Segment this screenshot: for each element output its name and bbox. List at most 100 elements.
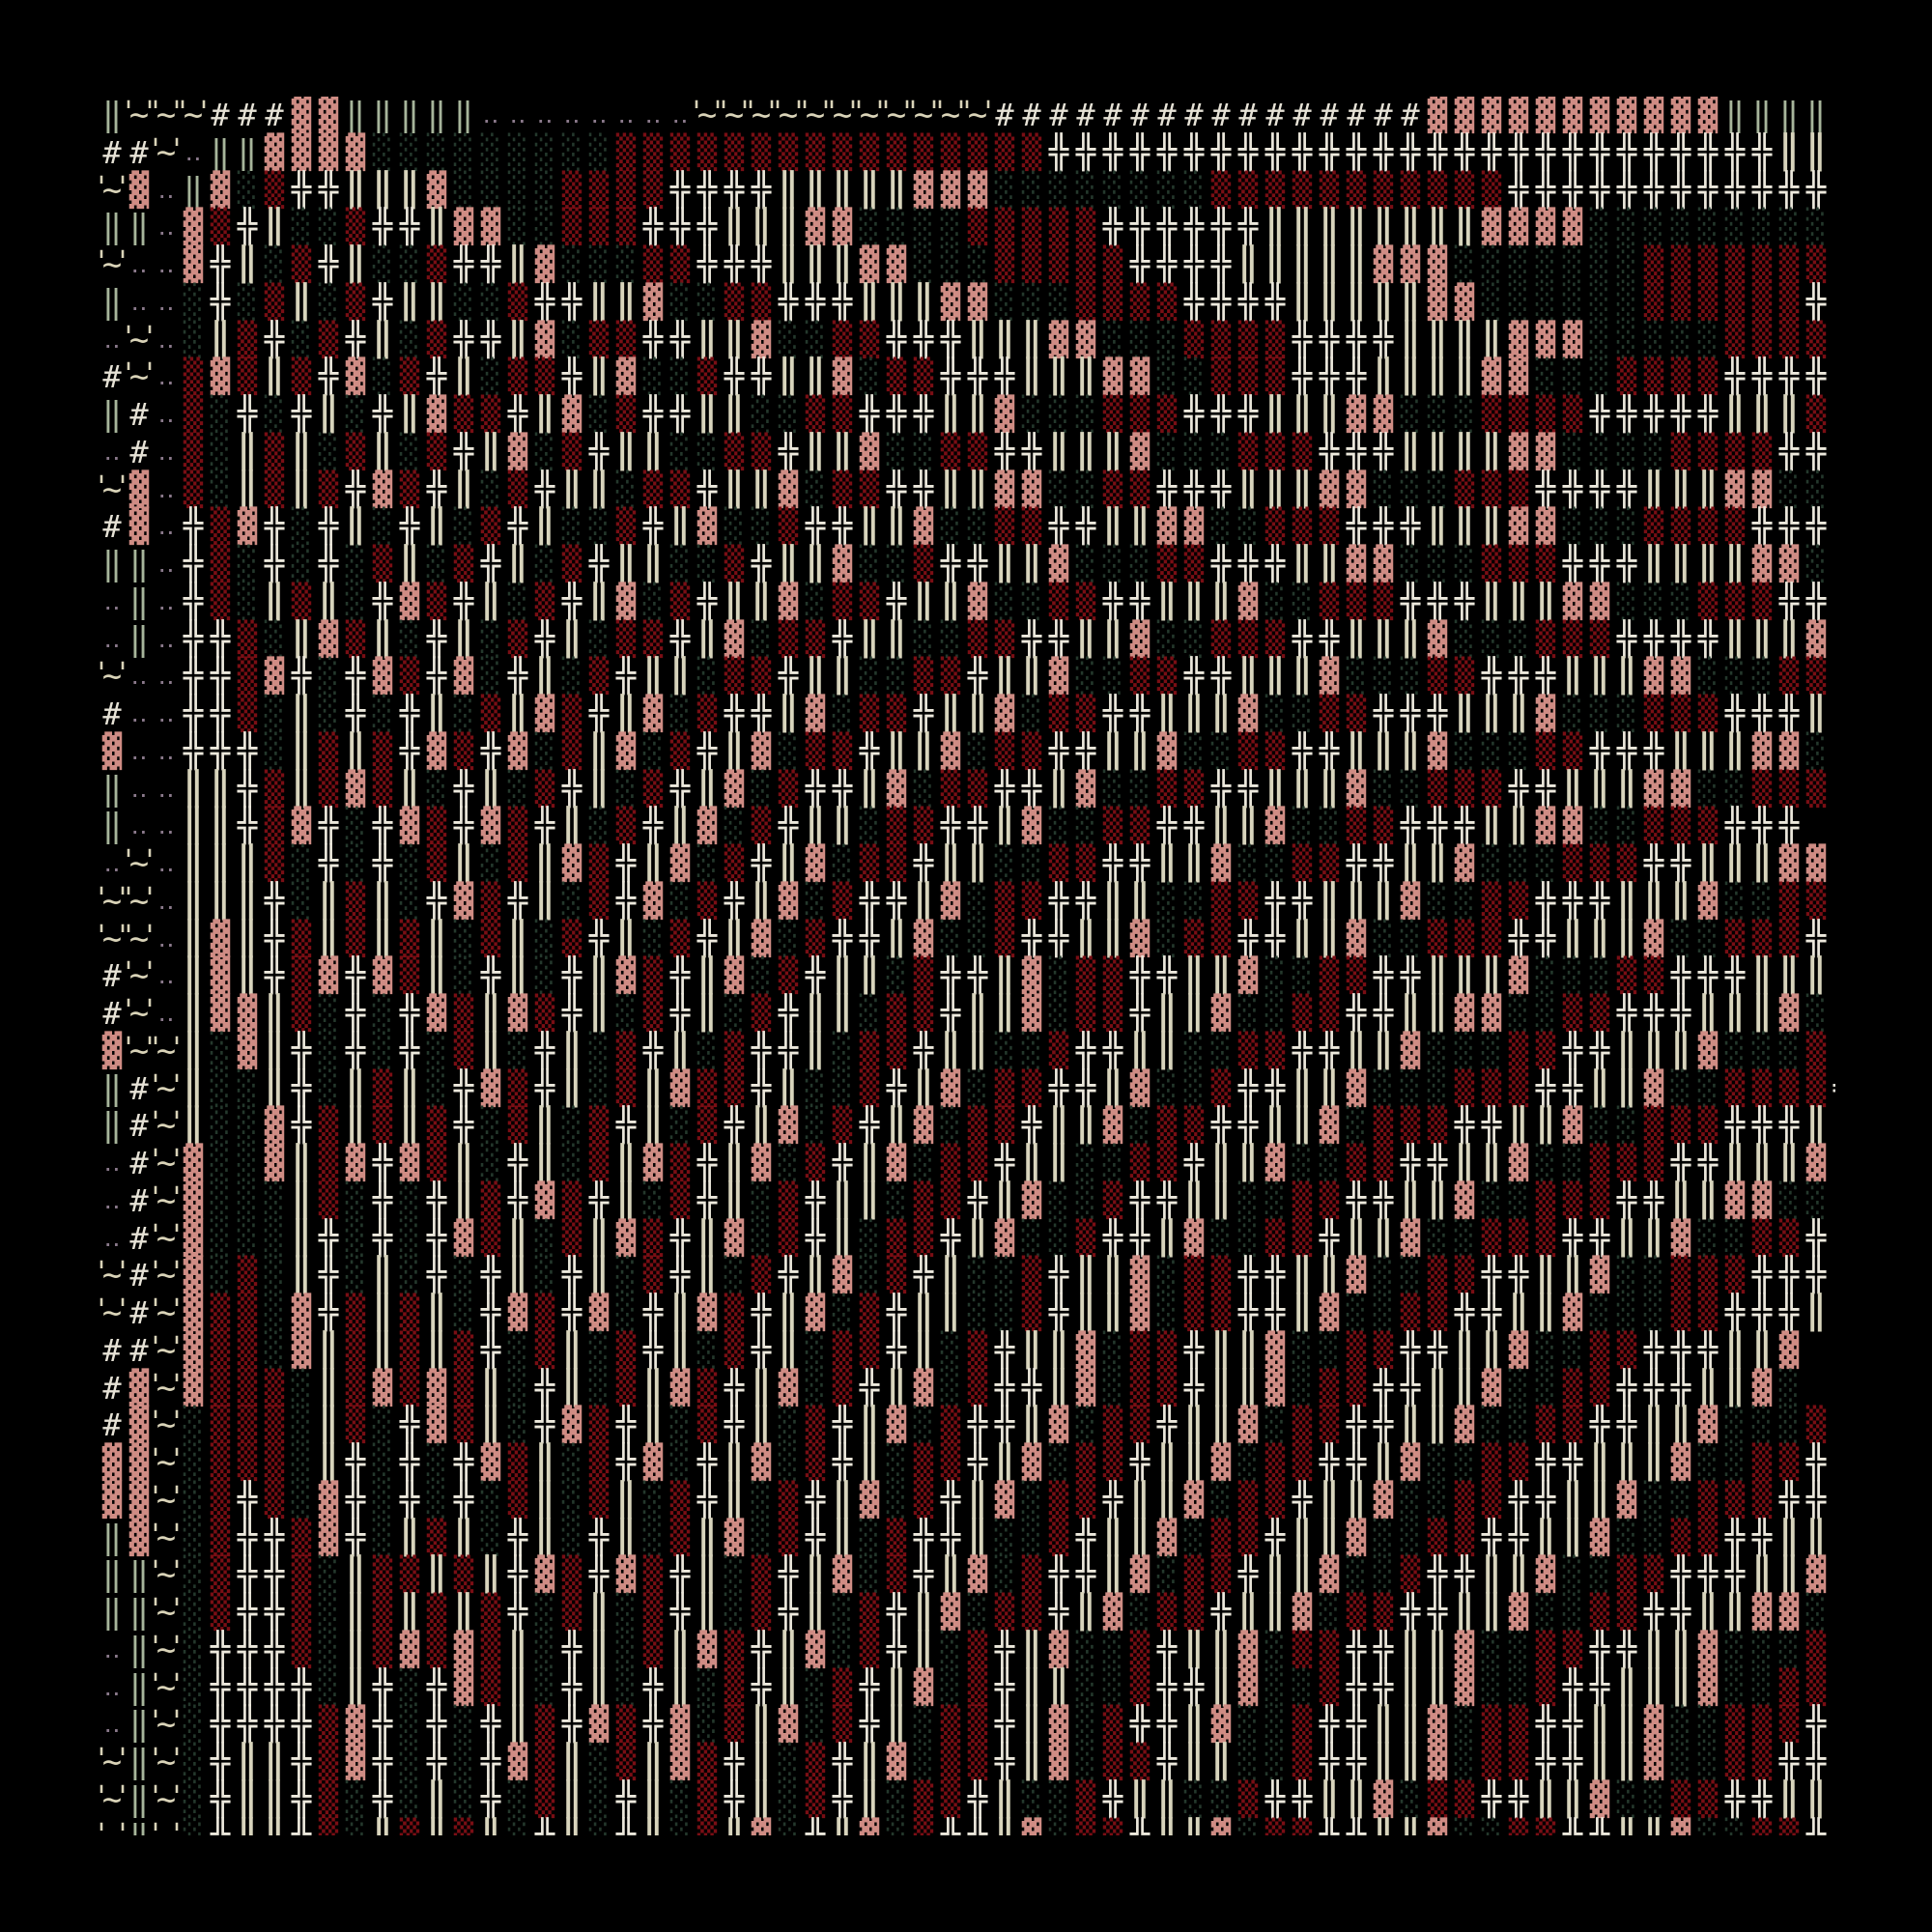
- double-vertical-glyph: ║: [1283, 470, 1322, 509]
- medium-shade-block: ▒: [1099, 995, 1126, 1033]
- double-cross-glyph: ╬: [423, 1257, 450, 1294]
- hash-glyph: #: [1397, 97, 1424, 134]
- medium-shade-block: ▒: [1424, 1257, 1451, 1294]
- double-cross-glyph: ╬: [1180, 283, 1208, 322]
- light-shade-block: ░: [883, 1780, 910, 1819]
- double-cross-glyph: ╬: [1803, 1706, 1830, 1744]
- medium-shade-block: ▒: [937, 658, 964, 696]
- dense-shade-block: ▓: [991, 1481, 1018, 1520]
- light-shade-block: ░: [1505, 845, 1532, 883]
- light-shade-block: ░: [234, 1181, 261, 1220]
- light-shade-block: ░: [180, 1594, 207, 1632]
- medium-shade-block: ▒: [721, 283, 748, 322]
- dense-shade-block: ▓: [1478, 1369, 1505, 1407]
- medium-shade-block: ▒: [315, 1181, 342, 1220]
- light-shade-block: ░: [1397, 1780, 1424, 1819]
- light-shade-block: ░: [1126, 321, 1153, 359]
- dense-shade-block: ▓: [1505, 957, 1532, 995]
- dense-shade-block: ▓: [883, 246, 910, 284]
- light-shade-block: ░: [748, 620, 775, 659]
- double-cross-glyph: ╬: [369, 1668, 396, 1707]
- medium-shade-block: ▒: [721, 658, 748, 696]
- medium-shade-block: ▒: [667, 920, 694, 958]
- double-cross-glyph: ╬: [721, 358, 748, 396]
- medium-shade-block: ▒: [531, 1294, 558, 1332]
- dense-shade-block: ▓: [99, 732, 126, 771]
- hash-glyph: #: [234, 97, 261, 134]
- dense-shade-block: ▓: [180, 1331, 207, 1370]
- medium-shade-block: ▒: [1505, 1818, 1532, 1835]
- light-shade-block: ░: [883, 433, 910, 471]
- light-shade-block: ░: [180, 1780, 207, 1819]
- double-cross-glyph: ╬: [910, 470, 937, 509]
- medium-shade-block: ▒: [1235, 1481, 1262, 1520]
- double-bar-glyph: ‖: [342, 97, 369, 134]
- medium-shade-block: ▒: [477, 1594, 504, 1632]
- double-cross-glyph: ╬: [207, 1706, 234, 1744]
- light-shade-block: ░: [1451, 732, 1478, 771]
- double-cross-glyph: ╬: [1803, 582, 1830, 621]
- light-shade-block: ░: [477, 1519, 504, 1557]
- medium-shade-block: ▒: [1180, 1257, 1208, 1294]
- light-shade-block: ░: [1505, 1631, 1532, 1669]
- light-shade-block: ░: [477, 133, 504, 172]
- dense-shade-block: ▓: [1478, 995, 1505, 1033]
- double-cross-glyph: ╬: [558, 1294, 585, 1332]
- medium-shade-block: ▒: [1803, 246, 1830, 284]
- light-shade-block: ░: [423, 546, 450, 583]
- tilde-glyph: ~: [99, 170, 131, 210]
- dense-shade-block: ▓: [775, 882, 802, 921]
- light-shade-block: ░: [1153, 1294, 1180, 1332]
- light-shade-block: ░: [1559, 508, 1586, 546]
- medium-shade-block: ▒: [1235, 358, 1262, 396]
- light-shade-block: ░: [667, 882, 694, 921]
- double-vertical-glyph: ║: [1472, 321, 1512, 359]
- medium-shade-block: ▒: [261, 1444, 288, 1482]
- medium-shade-block: ▒: [1208, 1556, 1235, 1594]
- medium-shade-block: ▒: [1126, 1744, 1153, 1781]
- tilde-glyph: ~: [120, 955, 158, 995]
- dense-shade-block: ▓: [1126, 1257, 1153, 1294]
- light-shade-block: ░: [883, 957, 910, 995]
- light-shade-block: ░: [261, 1294, 288, 1332]
- tilde-glyph: ~: [147, 1817, 185, 1835]
- ascii-row: ~~‥║▓║╬▒║▒║▒║░▒║░▒╬║░▒╬║▓░▒╬╬║▓░░▒╬╬║║▓░…: [99, 919, 1830, 958]
- light-shade-block: ░: [288, 845, 315, 883]
- dense-shade-block: ▓: [1748, 732, 1776, 771]
- light-shade-block: ░: [829, 1069, 856, 1108]
- medium-shade-block: ▒: [1532, 1668, 1559, 1707]
- medium-shade-block: ▒: [234, 1444, 261, 1482]
- medium-shade-block: ▒: [423, 1631, 450, 1669]
- light-shade-block: ░: [207, 1069, 234, 1108]
- double-cross-glyph: ╬: [1613, 133, 1640, 172]
- light-shade-block: ░: [1721, 658, 1748, 696]
- medium-shade-block: ▒: [748, 1556, 775, 1594]
- double-cross-glyph: ╬: [694, 209, 721, 246]
- light-shade-block: ░: [1343, 1294, 1370, 1332]
- medium-shade-block: ▒: [748, 995, 775, 1033]
- dense-shade-block: ▓: [1640, 1069, 1667, 1108]
- light-shade-block: ░: [450, 696, 477, 733]
- light-shade-block: ░: [396, 1706, 423, 1744]
- double-bar-glyph: ‖: [99, 283, 126, 322]
- light-shade-block: ░: [234, 546, 261, 583]
- double-cross-glyph: ╬: [1776, 1744, 1803, 1781]
- light-shade-block: ░: [1478, 845, 1505, 883]
- double-cross-glyph: ╬: [342, 957, 369, 995]
- double-bar-glyph: ‖: [99, 97, 126, 134]
- medium-shade-block: ▒: [234, 1406, 261, 1444]
- medium-shade-block: ▒: [1694, 1780, 1721, 1819]
- medium-shade-block: ▒: [1099, 1744, 1126, 1781]
- medium-shade-block: ▒: [829, 1668, 856, 1707]
- double-cross-glyph: ╬: [369, 283, 396, 322]
- double-cross-glyph: ╬: [1370, 133, 1397, 172]
- double-cross-glyph: ╬: [1478, 1257, 1505, 1294]
- dense-shade-block: ▓: [450, 1631, 477, 1669]
- hash-glyph: #: [1235, 97, 1262, 134]
- light-shade-block: ░: [1289, 1369, 1316, 1407]
- light-shade-block: ░: [721, 995, 748, 1033]
- medium-shade-block: ▒: [775, 1481, 802, 1520]
- double-bar-glyph: ‖: [396, 97, 423, 134]
- double-cross-glyph: ╬: [1153, 808, 1180, 845]
- double-cross-glyph: ╬: [450, 246, 477, 284]
